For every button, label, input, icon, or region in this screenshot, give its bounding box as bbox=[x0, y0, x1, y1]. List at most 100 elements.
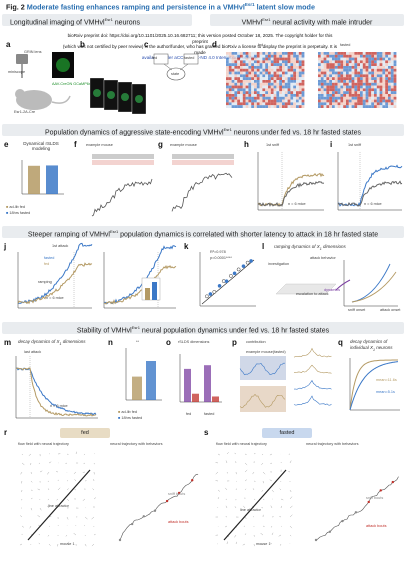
heat-cell bbox=[282, 102, 285, 106]
heat-cell bbox=[242, 66, 246, 69]
heat-cell bbox=[284, 54, 288, 58]
heat-cell bbox=[343, 105, 346, 108]
heat-cell bbox=[265, 99, 268, 103]
heat-cell bbox=[240, 52, 243, 55]
heat-cell bbox=[334, 52, 338, 55]
heat-cell bbox=[323, 88, 327, 92]
heat-cell bbox=[268, 52, 271, 55]
heat-cell bbox=[379, 63, 383, 66]
heat-cell bbox=[360, 57, 363, 61]
heat-cell bbox=[376, 60, 380, 64]
heat-cell bbox=[365, 82, 369, 86]
heat-cell bbox=[270, 102, 274, 106]
heat-cell bbox=[242, 63, 246, 66]
heat-cell bbox=[245, 91, 249, 94]
heat-cell bbox=[256, 80, 260, 83]
heat-cell bbox=[326, 66, 330, 69]
heat-cell bbox=[268, 85, 271, 89]
heat-cell bbox=[346, 82, 349, 86]
heat-cell bbox=[348, 105, 352, 108]
heat-cell bbox=[282, 80, 285, 83]
heat-cell bbox=[365, 91, 369, 94]
heat-cell bbox=[334, 96, 338, 100]
heat-cell bbox=[254, 85, 257, 89]
heat-cell bbox=[290, 66, 294, 69]
heat-cell bbox=[231, 105, 235, 108]
heat-cell bbox=[284, 74, 288, 78]
bar-o bbox=[212, 396, 219, 402]
heat-cell bbox=[234, 94, 238, 97]
heat-cell bbox=[354, 57, 358, 61]
heat-cell bbox=[362, 96, 366, 100]
heat-cell bbox=[265, 85, 268, 89]
heat-cell bbox=[265, 68, 268, 72]
heat-cell bbox=[282, 66, 285, 69]
heat-cell bbox=[265, 74, 268, 78]
heat-cell bbox=[282, 54, 285, 58]
heat-cell bbox=[388, 52, 391, 55]
imaging-fov bbox=[121, 93, 129, 101]
heat-cell bbox=[334, 66, 338, 69]
heat-cell bbox=[287, 66, 291, 69]
heat-cell bbox=[376, 74, 380, 78]
flow-arrow bbox=[21, 453, 23, 456]
flow-arrow bbox=[244, 488, 247, 491]
heat-cell bbox=[343, 57, 346, 61]
heat-cell bbox=[242, 82, 246, 86]
heat-cell bbox=[385, 63, 388, 66]
heat-cell bbox=[270, 63, 274, 66]
flow-arrow bbox=[225, 498, 228, 500]
heat-cell bbox=[320, 71, 324, 75]
heat-cell bbox=[228, 102, 232, 106]
heat-cell bbox=[362, 102, 366, 106]
heat-cell bbox=[248, 80, 252, 83]
flow-arrow bbox=[48, 461, 52, 464]
heat-cell bbox=[226, 91, 229, 94]
heat-cell bbox=[226, 99, 229, 103]
heat-cell bbox=[368, 99, 372, 103]
heat-cell bbox=[393, 60, 397, 64]
heat-cell bbox=[287, 74, 291, 78]
imaging-fov bbox=[135, 95, 143, 103]
heat-cell bbox=[320, 66, 324, 69]
heat-cell bbox=[318, 54, 321, 58]
heat-cell bbox=[293, 94, 296, 97]
heat-cell bbox=[318, 60, 321, 64]
heat-cell bbox=[379, 85, 383, 89]
flow-arrow bbox=[235, 541, 237, 545]
heat-cell bbox=[265, 102, 268, 106]
heat-cell bbox=[329, 94, 332, 97]
heat-cell bbox=[351, 80, 355, 83]
heat-cell bbox=[284, 99, 288, 103]
heat-cell bbox=[290, 60, 294, 64]
heat-cell bbox=[318, 94, 321, 97]
heat-cell bbox=[374, 74, 377, 78]
heat-cell bbox=[357, 82, 360, 86]
heat-cell bbox=[251, 77, 254, 80]
heat-cell bbox=[348, 52, 352, 55]
panel-label-h: h bbox=[244, 140, 249, 149]
heat-cell bbox=[259, 85, 263, 89]
heat-cell bbox=[298, 77, 302, 80]
heat-cell bbox=[237, 77, 240, 80]
heat-cell bbox=[234, 63, 238, 66]
n-stars: ** bbox=[136, 340, 139, 344]
heat-cell bbox=[262, 68, 266, 72]
heat-cell bbox=[262, 80, 266, 83]
heat-cell bbox=[365, 52, 369, 55]
heat-cell bbox=[254, 71, 257, 75]
heat-cell bbox=[388, 71, 391, 75]
heat-cell bbox=[259, 96, 263, 100]
heat-cell bbox=[323, 63, 327, 66]
heat-cell bbox=[379, 105, 383, 108]
heat-cell bbox=[385, 71, 388, 75]
avg-trace bbox=[257, 180, 325, 207]
heat-cell bbox=[226, 102, 229, 106]
heat-cell bbox=[237, 105, 240, 108]
heat-cell bbox=[284, 60, 288, 64]
heat-cell bbox=[237, 102, 240, 106]
heat-cell bbox=[388, 63, 391, 66]
heat-cell bbox=[256, 99, 260, 103]
heat-cell bbox=[282, 94, 285, 97]
heat-cell bbox=[245, 71, 249, 75]
